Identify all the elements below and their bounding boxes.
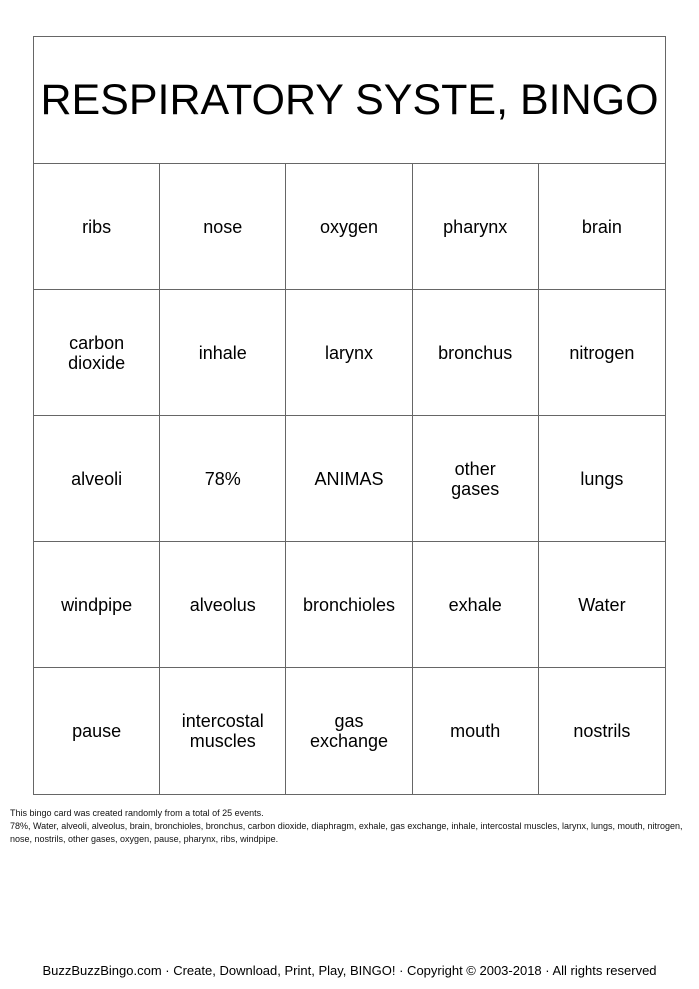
bingo-cell: nostrils bbox=[573, 721, 631, 741]
bingo-cell: gas exchange bbox=[286, 668, 413, 794]
note-event-list: 78%, Water, alveoli, alveolus, brain, br… bbox=[10, 821, 683, 844]
bingo-cell: windpipe bbox=[34, 542, 161, 668]
bingo-cell: brain bbox=[538, 164, 665, 290]
bingo-cell: ANIMAS bbox=[286, 416, 413, 542]
bingo-cell: bronchus bbox=[412, 290, 539, 416]
bingo-cell: pharynx bbox=[412, 164, 539, 290]
bingo-cell: nitrogen bbox=[538, 290, 665, 416]
bingo-cell: ribs bbox=[34, 164, 161, 290]
bingo-grid: ribs nose oxygen pharynx brain carbon dioxide… bbox=[34, 164, 665, 794]
bingo-card: RESPIRATORY SYSTE, BINGO ribs nose oxygen p… bbox=[33, 36, 666, 795]
bingo-cell: oxygen bbox=[286, 164, 413, 290]
bingo-cell: bronchioles bbox=[286, 542, 413, 668]
card-note: This bingo card was created randomly fro… bbox=[10, 807, 690, 846]
card-title: RESPIRATORY SYSTE, BINGO bbox=[34, 37, 665, 164]
footer-copyright: BuzzBuzzBingo.com · Create, Download, Pr… bbox=[42, 963, 657, 978]
bingo-cell: inhale bbox=[160, 290, 287, 416]
bingo-cell: pause bbox=[34, 668, 161, 794]
bingo-cell: alveoli bbox=[34, 416, 161, 542]
bingo-cell: larynx bbox=[286, 290, 413, 416]
bingo-cell: lungs bbox=[538, 416, 665, 542]
bingo-cell: mouth bbox=[413, 668, 539, 794]
bingo-cell: nose bbox=[160, 164, 287, 290]
bingo-cell: intercostal muscles bbox=[160, 668, 287, 794]
bingo-cell: other gases bbox=[412, 416, 539, 542]
bingo-cell: carbon dioxide bbox=[34, 290, 161, 416]
note-summary: This bingo card was created randomly fro… bbox=[10, 808, 264, 818]
bingo-cell: 78% bbox=[160, 416, 287, 542]
bingo-cell: exhale bbox=[412, 542, 539, 668]
bingo-cell: alveolus bbox=[160, 542, 287, 668]
bingo-cell: Water bbox=[538, 542, 665, 668]
